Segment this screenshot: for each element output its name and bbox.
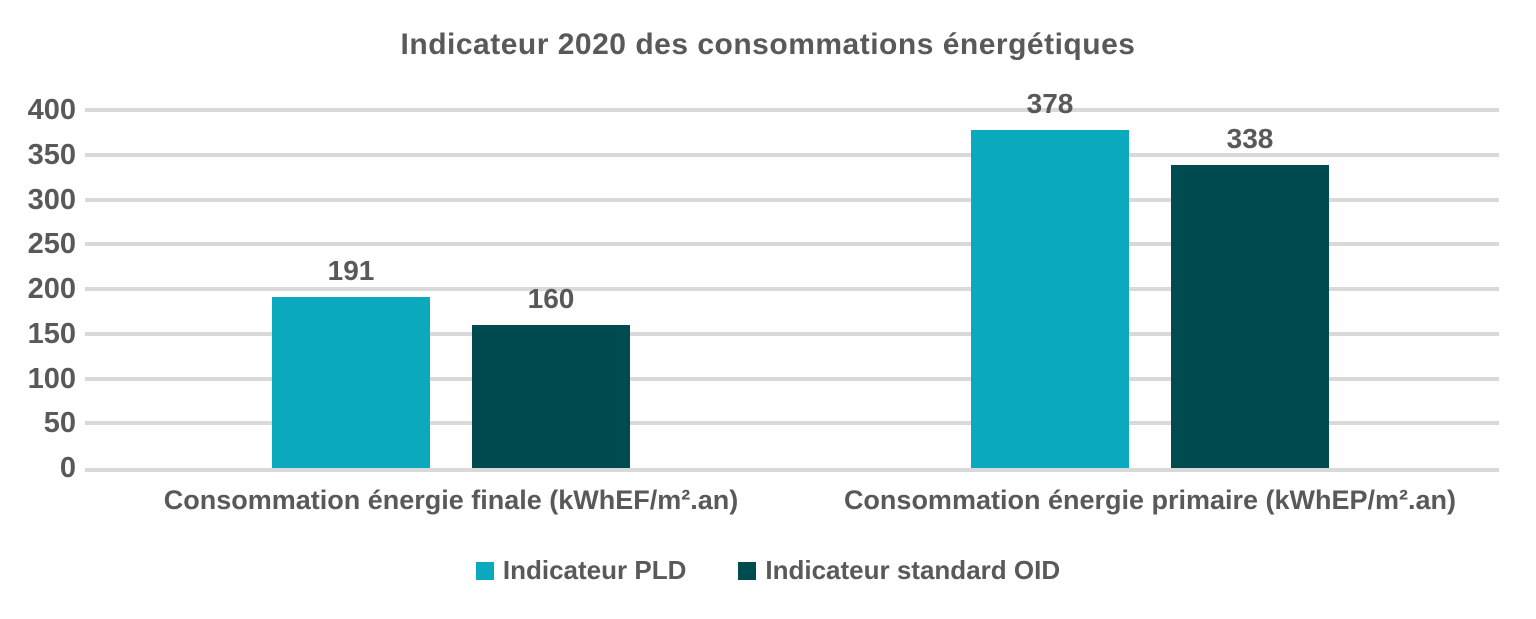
bar-value-label: 191 [327,255,375,287]
bar-pld-cat2 [971,129,1129,468]
y-axis-tick-label: 350 [27,138,76,171]
y-axis-tick-label: 50 [43,407,76,440]
x-axis-category-label: Consommation énergie finale (kWhEF/m².an… [163,485,739,515]
legend-label-pld: Indicateur PLD [502,555,687,585]
legend-label-oid: Indicateur standard OID [765,555,1061,585]
y-axis-tick-label: 150 [27,317,76,350]
legend: Indicateur PLD Indicateur standard OID [0,555,1536,586]
y-axis-tick-label: 250 [27,228,76,261]
bar-oid-cat2 [1171,165,1329,468]
gridline-y-100 [85,376,1499,381]
bar-pld-cat1 [272,297,430,468]
y-axis-tick-label: 0 [59,452,76,484]
y-axis-tick-label: 400 [27,94,76,126]
gridline-y-0 [85,468,1499,472]
bar-value-label: 338 [1226,123,1274,155]
gridline-y-150 [85,331,1499,336]
bar-value-label: 160 [527,282,575,314]
gridline-y-350 [85,152,1499,157]
legend-item-pld: Indicateur PLD [475,555,687,586]
gridline-y-250 [85,242,1499,247]
x-axis-category-label: Consommation énergie primaire (kWhEP/m².… [843,485,1457,515]
gridline-y-300 [85,197,1499,202]
gridline-y-400 [85,108,1499,112]
legend-item-oid: Indicateur standard OID [738,555,1060,586]
gridline-y-50 [85,421,1499,426]
y-axis-tick-label: 200 [27,273,76,305]
chart-title: Indicateur 2020 des consommations énergé… [400,28,1136,61]
bar-oid-cat1 [472,324,630,468]
legend-swatch-oid-icon [738,561,757,580]
gridline-y-200 [85,287,1499,291]
bar-value-label: 378 [1026,87,1074,119]
y-axis-tick-label: 300 [27,183,76,216]
legend-swatch-pld-icon [475,561,494,580]
y-axis-tick-label: 100 [27,362,76,395]
